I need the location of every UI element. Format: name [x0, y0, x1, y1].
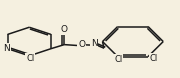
- Text: Cl: Cl: [114, 55, 123, 64]
- Text: Cl: Cl: [26, 54, 34, 63]
- Text: N: N: [3, 44, 10, 53]
- Text: Cl: Cl: [149, 54, 158, 63]
- Text: O: O: [78, 40, 85, 49]
- Text: O: O: [61, 25, 68, 34]
- Text: N: N: [91, 39, 98, 48]
